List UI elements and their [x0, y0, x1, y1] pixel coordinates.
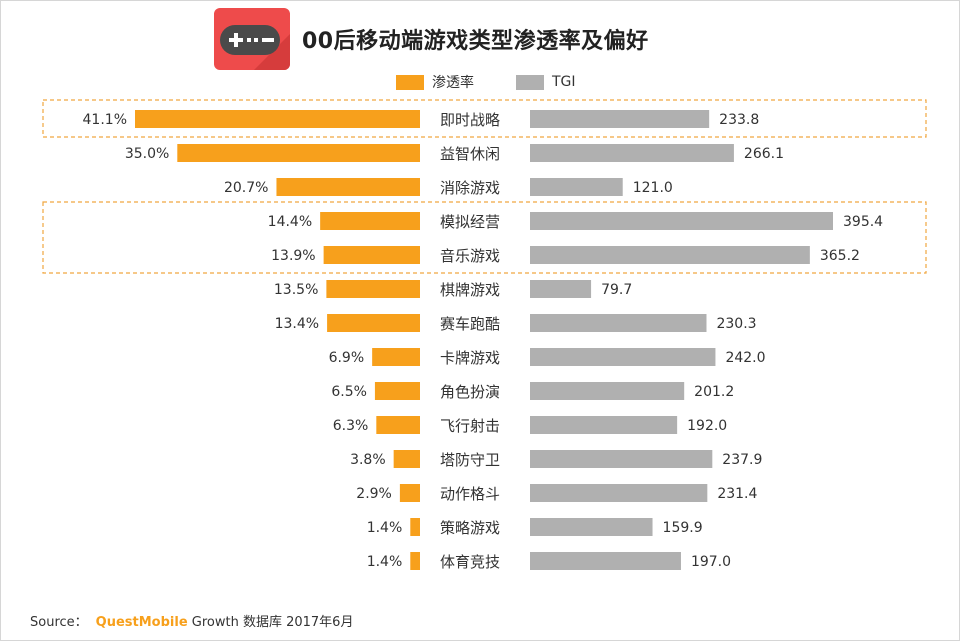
tgi-value-label: 230.3 [716, 316, 756, 332]
category-label: 动作格斗 [440, 485, 500, 503]
tgi-bar [530, 484, 708, 502]
category-label: 益智休闲 [440, 145, 500, 163]
tgi-value-label: 233.8 [719, 112, 759, 128]
tgi-value-label: 192.0 [687, 418, 727, 434]
category-label: 赛车跑酷 [440, 315, 500, 333]
chart-header: 00后移动端游戏类型渗透率及偏好 [214, 8, 649, 70]
penetration-value-label: 20.7% [224, 180, 268, 196]
penetration-value-label: 6.5% [331, 384, 367, 400]
penetration-bar [372, 348, 420, 366]
tgi-value-label: 266.1 [744, 146, 784, 162]
chart-title: 00后移动端游戏类型渗透率及偏好 [302, 29, 649, 54]
tgi-bar [530, 450, 713, 468]
tgi-bar [530, 382, 685, 400]
penetration-value-label: 6.9% [329, 350, 365, 366]
tgi-value-label: 237.9 [722, 452, 762, 468]
tgi-value-label: 365.2 [820, 248, 860, 264]
category-label: 飞行射击 [440, 417, 500, 435]
penetration-bar [323, 246, 420, 264]
tgi-bar [530, 212, 833, 230]
penetration-bar [374, 382, 420, 400]
tgi-value-label: 121.0 [633, 180, 673, 196]
tgi-value-label: 79.7 [601, 282, 632, 298]
tgi-value-label: 159.9 [663, 520, 703, 536]
penetration-value-label: 35.0% [125, 146, 169, 162]
category-label: 角色扮演 [440, 383, 500, 401]
category-label: 音乐游戏 [440, 247, 500, 265]
highlight-box-1 [42, 99, 927, 138]
tgi-bar [530, 280, 592, 298]
source-note: Source： QuestMobile Growth 数据库 2017年6月 [30, 611, 353, 630]
highlight-box-2 [42, 201, 927, 274]
legend-item-tgi: TGI [516, 74, 576, 90]
penetration-value-label: 3.8% [350, 452, 386, 468]
penetration-value-label: 14.4% [268, 214, 312, 230]
category-label: 策略游戏 [440, 519, 500, 537]
category-label: 模拟经营 [440, 213, 500, 231]
penetration-value-label: 13.9% [271, 248, 315, 264]
category-label: 体育竞技 [440, 553, 500, 571]
category-label: 塔防守卫 [440, 451, 500, 469]
penetration-bar [327, 314, 420, 332]
legend-label-penetration: 渗透率 [432, 75, 474, 91]
penetration-value-label: 1.4% [367, 554, 403, 570]
category-label: 卡牌游戏 [440, 349, 500, 367]
penetration-bar [177, 144, 420, 162]
penetration-value-label: 1.4% [367, 520, 403, 536]
tgi-value-label: 201.2 [694, 384, 734, 400]
legend-item-penetration: 渗透率 [396, 72, 474, 92]
tgi-bar [530, 314, 707, 332]
tgi-bar [530, 110, 710, 128]
tgi-bar [530, 552, 681, 570]
tgi-bar [530, 348, 716, 366]
penetration-value-label: 13.5% [274, 282, 318, 298]
legend-swatch-penetration [396, 74, 424, 90]
category-label: 消除游戏 [440, 179, 500, 197]
legend-label-tgi: TGI [552, 74, 576, 90]
tgi-value-label: 242.0 [725, 350, 765, 366]
penetration-bar [135, 110, 420, 128]
penetration-bar [410, 518, 420, 536]
tgi-bar [530, 178, 623, 196]
penetration-bar [410, 552, 420, 570]
penetration-value-label: 41.1% [83, 112, 127, 128]
penetration-value-label: 13.4% [275, 316, 319, 332]
penetration-bar [393, 450, 420, 468]
penetration-value-label: 6.3% [333, 418, 369, 434]
source-suffix: Growth 数据库 2017年6月 [191, 615, 354, 630]
category-label: 棋牌游戏 [440, 281, 500, 299]
penetration-value-label: 2.9% [356, 486, 392, 502]
gamepad-icon [214, 8, 290, 70]
tgi-value-label: 395.4 [843, 214, 883, 230]
tgi-bar [530, 518, 653, 536]
chart-legend: 渗透率 TGI [396, 72, 618, 92]
tgi-bar [530, 246, 810, 264]
category-label: 即时战略 [440, 111, 500, 129]
legend-swatch-tgi [516, 74, 544, 90]
penetration-bar [320, 212, 420, 230]
source-prefix: Source： [30, 615, 88, 630]
tgi-bar [530, 416, 678, 434]
penetration-bar [399, 484, 420, 502]
tgi-value-label: 197.0 [691, 554, 731, 570]
tgi-bar [530, 144, 734, 162]
source-brand: QuestMobile [95, 615, 188, 630]
penetration-bar [276, 178, 420, 196]
penetration-bar [326, 280, 420, 298]
tgi-value-label: 231.4 [717, 486, 757, 502]
penetration-bar [376, 416, 420, 434]
